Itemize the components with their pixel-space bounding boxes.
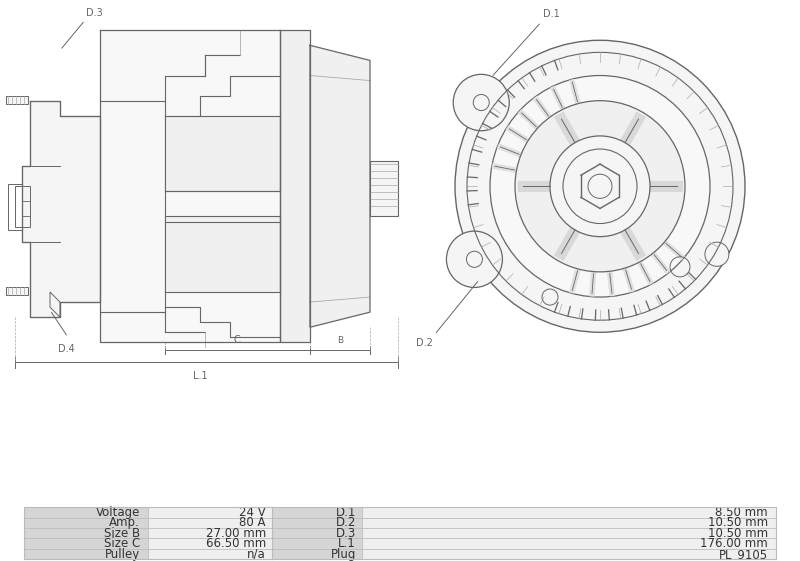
Text: L.1: L.1 [338,537,356,550]
Bar [272,517,362,528]
Text: D.1: D.1 [543,9,560,19]
Text: 176.00 mm: 176.00 mm [700,537,768,550]
Text: D.3: D.3 [86,8,102,18]
Text: Size B: Size B [104,527,140,540]
Text: Plug: Plug [330,548,356,560]
Bar [362,507,776,517]
Bar [272,507,362,517]
Text: 24 V: 24 V [239,506,266,519]
Bar [148,539,272,549]
Text: 80 A: 80 A [239,516,266,529]
Bar [165,217,280,292]
Circle shape [454,75,510,131]
Text: Pulley: Pulley [105,548,140,560]
Text: C: C [234,335,240,346]
Circle shape [705,242,729,266]
Bar [148,507,272,517]
Bar [272,549,362,559]
Circle shape [490,76,710,297]
Bar [24,539,148,549]
Text: 66.50 mm: 66.50 mm [206,537,266,550]
Bar [362,528,776,539]
Bar [362,549,776,559]
Bar [6,287,28,295]
Text: B: B [337,337,343,346]
Text: Voltage: Voltage [96,506,140,519]
Bar [24,507,148,517]
Bar [272,539,362,549]
Bar [24,549,148,559]
Text: D.3: D.3 [336,527,356,540]
Text: D.2: D.2 [415,338,433,348]
Bar [148,528,272,539]
Text: 8.50 mm: 8.50 mm [715,506,768,519]
Text: 10.50 mm: 10.50 mm [708,527,768,540]
Bar [272,528,362,539]
Text: D.4: D.4 [58,344,74,355]
Text: D.1: D.1 [336,506,356,519]
Polygon shape [280,30,310,342]
Text: 10.50 mm: 10.50 mm [708,516,768,529]
Text: n/a: n/a [247,548,266,560]
Text: D.2: D.2 [336,516,356,529]
Bar [24,507,776,559]
Text: 27.00 mm: 27.00 mm [206,527,266,540]
Bar [15,186,30,227]
Bar [8,184,22,229]
Circle shape [515,100,685,272]
Text: PL_9105: PL_9105 [719,548,768,560]
Bar [148,517,272,528]
Text: Size C: Size C [104,537,140,550]
Bar [24,528,148,539]
Text: Amp.: Amp. [110,516,140,529]
Polygon shape [100,30,280,342]
Polygon shape [310,45,370,327]
Polygon shape [50,292,60,317]
Circle shape [550,136,650,237]
Bar [148,549,272,559]
Bar [24,517,148,528]
Bar [370,161,398,217]
Text: L.1: L.1 [193,371,207,380]
Circle shape [455,40,745,332]
Bar [362,517,776,528]
Circle shape [446,231,502,287]
Bar [6,96,28,104]
Bar [165,116,280,191]
Polygon shape [22,100,100,317]
Bar [362,539,776,549]
